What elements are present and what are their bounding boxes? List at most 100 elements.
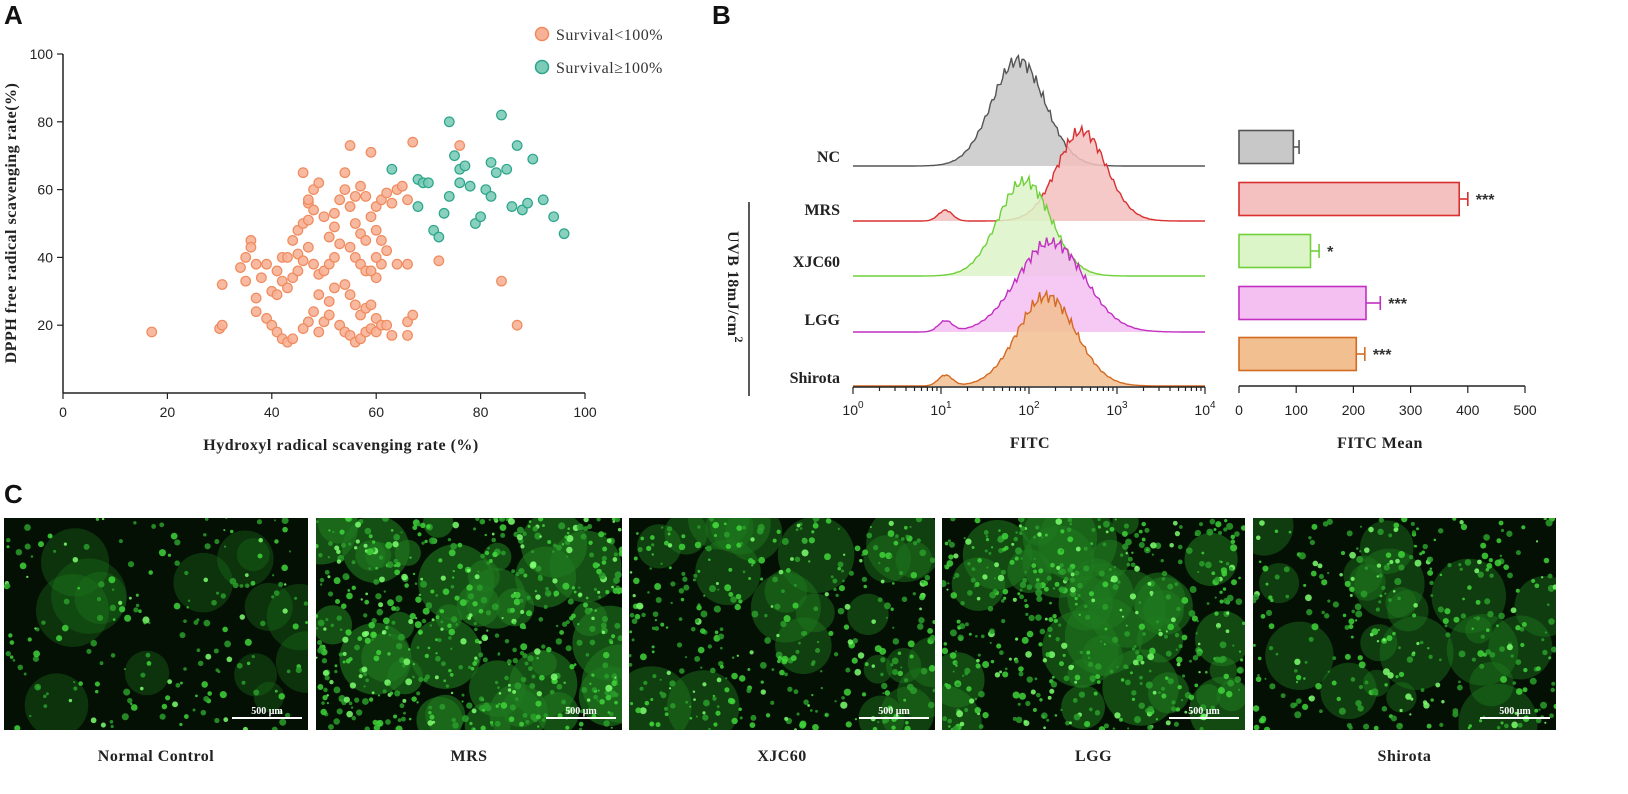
cell <box>381 631 385 635</box>
cell <box>1058 623 1062 627</box>
cell <box>651 645 655 649</box>
cell <box>1127 727 1130 730</box>
cell <box>692 578 697 582</box>
cell <box>1506 644 1513 651</box>
cell <box>780 620 787 628</box>
cell <box>593 694 598 700</box>
cell <box>1308 536 1312 540</box>
cell <box>1226 522 1234 530</box>
cell <box>538 674 545 681</box>
cell <box>646 545 652 552</box>
cell <box>278 581 284 587</box>
cell <box>1475 599 1481 605</box>
cell <box>1065 720 1070 726</box>
cell <box>1015 637 1019 641</box>
histogram-x-tick-label: 101 <box>930 400 952 418</box>
scatter-point-survival-low <box>308 306 319 318</box>
cell <box>892 638 900 645</box>
cell <box>772 576 779 583</box>
cell <box>847 639 854 645</box>
cell <box>373 579 380 585</box>
cell <box>1018 524 1022 528</box>
cell <box>1177 544 1183 550</box>
cell <box>1227 679 1235 687</box>
cell <box>346 710 353 718</box>
cell <box>854 668 862 676</box>
cell <box>1214 576 1221 583</box>
cell <box>1008 657 1012 661</box>
cell <box>318 553 323 558</box>
cell <box>192 708 196 712</box>
cell <box>1515 625 1521 631</box>
cell <box>1172 520 1178 526</box>
cell-cluster <box>572 605 622 681</box>
scatter-point-survival-low <box>349 218 361 229</box>
cell <box>402 663 406 668</box>
cell <box>583 518 589 523</box>
cell <box>682 576 688 582</box>
cell <box>1138 623 1146 630</box>
cell <box>668 566 672 570</box>
cell <box>1052 587 1056 590</box>
cell <box>26 575 29 579</box>
scatter-point-survival-low <box>402 258 413 270</box>
cell <box>1121 530 1128 537</box>
cell <box>1018 671 1024 677</box>
cell <box>535 700 542 707</box>
cell <box>1364 566 1369 570</box>
cell <box>758 556 766 564</box>
cell <box>598 531 605 538</box>
cell <box>1350 677 1356 682</box>
cell <box>955 664 958 667</box>
cell <box>866 532 873 539</box>
cell <box>1303 677 1306 680</box>
cell <box>666 526 673 532</box>
cell <box>354 644 360 651</box>
cell <box>613 552 618 557</box>
cell <box>200 709 207 716</box>
cell <box>1397 596 1401 601</box>
cell <box>594 609 597 612</box>
cell <box>812 522 819 529</box>
cell-cluster <box>1134 577 1193 635</box>
cell <box>663 540 669 546</box>
cell <box>466 702 473 709</box>
cell <box>1275 652 1279 656</box>
cell <box>1147 705 1154 713</box>
cell <box>362 672 368 677</box>
scatter-point-survival-low <box>344 201 356 212</box>
cell <box>180 681 183 685</box>
cell <box>1097 518 1101 522</box>
scatter-point-survival-low <box>344 289 356 301</box>
cell <box>385 719 391 725</box>
cell <box>888 520 894 527</box>
cell <box>1012 716 1017 721</box>
cell <box>358 674 363 679</box>
cell <box>1167 583 1174 590</box>
cell <box>467 593 475 600</box>
cell <box>724 584 732 592</box>
scatter-point-survival-low <box>407 309 419 321</box>
cell <box>1024 571 1027 574</box>
cell <box>1496 538 1502 544</box>
cell <box>130 704 138 711</box>
cell <box>843 624 850 630</box>
cell <box>618 546 622 553</box>
cell <box>224 640 232 648</box>
cell <box>1387 672 1394 679</box>
panel-b-histogram-x-title: FITC <box>1010 435 1050 452</box>
cell <box>795 649 800 654</box>
cell <box>1471 657 1476 662</box>
cell <box>792 602 799 609</box>
cell <box>476 584 483 591</box>
cell <box>1338 707 1346 715</box>
cell <box>1176 662 1181 667</box>
x-tick-label: 80 <box>473 404 489 420</box>
cell <box>589 639 596 646</box>
cell <box>536 657 539 660</box>
cell <box>378 602 384 608</box>
cell <box>1384 683 1388 687</box>
cell <box>916 538 921 543</box>
cell <box>1523 667 1528 673</box>
cell <box>932 688 935 693</box>
